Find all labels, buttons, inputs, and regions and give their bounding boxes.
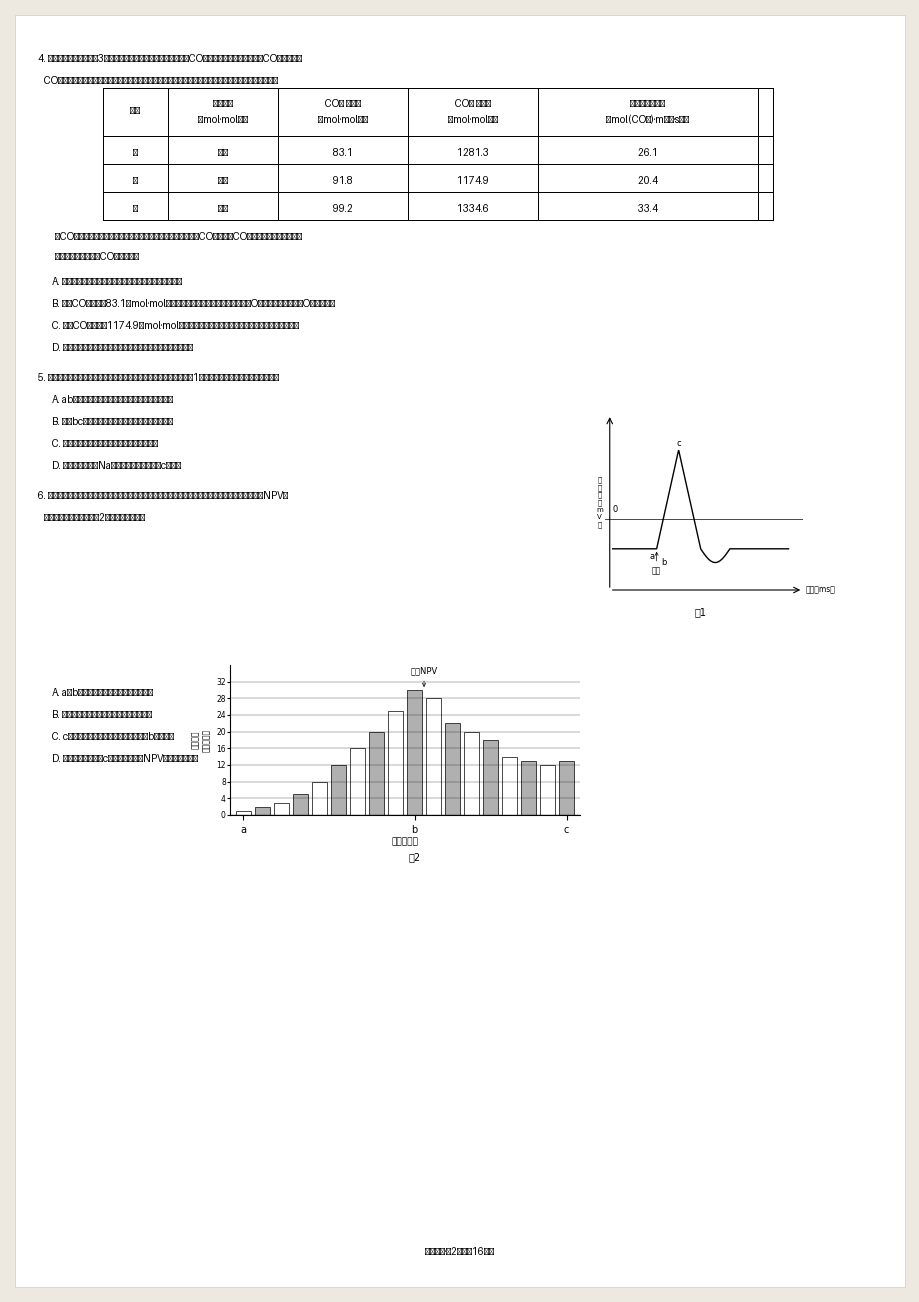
Bar — [349, 749, 365, 815]
Text: 时间（ms）: 时间（ms） — [805, 586, 835, 595]
Bar — [445, 724, 460, 815]
Y-axis label: 种群数量
（相对值）: 种群数量 （相对值） — [191, 728, 210, 751]
Text: 图1: 图1 — [694, 607, 706, 617]
Bar — [406, 690, 422, 815]
X-axis label: 时间（年）: 时间（年） — [391, 837, 418, 846]
Text: 刺激: 刺激 — [652, 552, 661, 575]
Bar — [312, 781, 326, 815]
Text: c: c — [675, 439, 680, 448]
Bar — [482, 740, 498, 815]
FancyBboxPatch shape — [15, 16, 904, 1286]
Text: 引入NPV: 引入NPV — [410, 667, 437, 686]
Bar — [539, 766, 555, 815]
Bar — [559, 760, 573, 815]
Bar — [274, 802, 289, 815]
Text: a: a — [649, 552, 654, 561]
Bar — [388, 711, 403, 815]
Bar — [292, 794, 308, 815]
Bar — [369, 732, 383, 815]
Bar — [235, 811, 251, 815]
Bar — [255, 807, 269, 815]
Text: 电
位
差
（
m
V
）: 电 位 差 （ m V ） — [596, 477, 602, 527]
Bar — [502, 756, 516, 815]
Text: 0: 0 — [612, 505, 618, 514]
Text: 图2: 图2 — [408, 853, 420, 862]
Bar — [463, 732, 479, 815]
Text: b: b — [661, 559, 666, 568]
Bar — [520, 760, 536, 815]
Bar — [331, 766, 346, 815]
Bar — [425, 698, 441, 815]
